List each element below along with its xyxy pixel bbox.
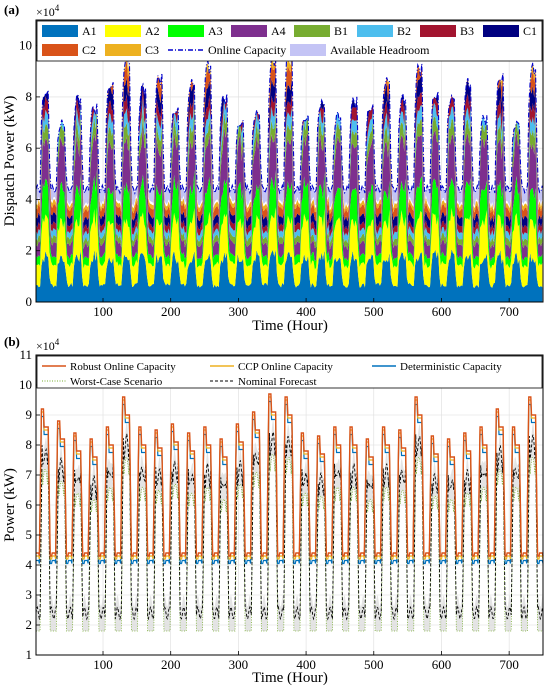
panel-a-y-tick-4: 8 <box>26 89 33 104</box>
panel-a-area-B2 <box>36 90 543 244</box>
panel-b-x-tick-6: 700 <box>499 657 519 672</box>
panel-b-robust-line <box>36 393 544 557</box>
panel-a-y-multiplier: ×104 <box>36 3 60 19</box>
panel-b-y-tick-8: 9 <box>26 407 33 422</box>
panel-a-legend-swatch-2 <box>168 25 204 37</box>
panel-a-legend-label-0: A1 <box>82 24 97 38</box>
panel-a-legend-label-3: A4 <box>271 24 286 38</box>
panel-a-legend-swatch-3 <box>231 25 267 37</box>
panel-a-legend-label-11: Available Headroom <box>330 43 430 57</box>
panel-a-legend-label-10: Online Capacity <box>208 43 286 57</box>
panel-a-legend-label-7: C1 <box>523 24 537 38</box>
panel-a-x-tick-3: 400 <box>296 304 316 319</box>
panel-b-legend-label-4: Nominal Forecast <box>238 376 317 388</box>
panel-b-x-tick-0: 100 <box>93 657 113 672</box>
panel-a-legend-swatch-7 <box>483 25 519 37</box>
panel-b-y-label: Power (kW) <box>2 468 18 542</box>
panel-b-x-tick-2: 300 <box>229 657 249 672</box>
panel-b-x-tick-5: 600 <box>432 657 452 672</box>
panel-b-y-tick-1: 2 <box>26 617 33 632</box>
panel-a-x-ticks: 100 200 300 400 500 600 700 <box>93 298 519 319</box>
panel-b-ccp-line <box>36 396 544 560</box>
panel-a-y-tick-5: 10 <box>19 38 32 53</box>
panel-a-legend-label-6: B3 <box>460 24 474 38</box>
panel-b-x-tick-4: 500 <box>364 657 384 672</box>
panel-b-y-tick-2: 3 <box>26 587 33 602</box>
panel-b-y-tick-10: 11 <box>19 347 32 362</box>
panel-a-y-ticks: 0 2 4 6 8 10 <box>19 38 40 309</box>
panel-a-x-tick-1: 200 <box>161 304 181 319</box>
panel-a-legend-swatch-1 <box>105 25 141 37</box>
panel-a-stacked-areas <box>36 45 543 302</box>
panel-a-area-A2 <box>36 207 543 288</box>
panel-b-y-tick-3: 4 <box>26 557 33 572</box>
panel-a-x-tick-6: 700 <box>499 304 519 319</box>
panel-b-nominal-forecast-line <box>35 430 544 621</box>
panel-a-area-C2 <box>36 58 543 224</box>
panel-b-legend-label-2: Deterministic Capacity <box>400 361 502 373</box>
panel-a-axes-box <box>35 19 544 303</box>
panel-a-area-A1 <box>36 248 543 302</box>
panel-b-y-ticks: 1 2 3 4 5 6 7 8 9 10 11 <box>19 347 40 662</box>
panel-b-y-tick-4: 5 <box>26 527 33 542</box>
panel-b-legend-box <box>36 355 543 389</box>
panel-a-legend-label-2: A3 <box>208 24 223 38</box>
panel-b-label: (b) <box>4 334 20 349</box>
panel-a-legend-swatch-11 <box>290 44 326 56</box>
panel-a-legend-swatch-5 <box>357 25 393 37</box>
panel-b-x-tick-1: 200 <box>161 657 181 672</box>
panel-b-y-tick-9: 10 <box>19 377 32 392</box>
panel-a-y-tick-0: 0 <box>26 294 33 309</box>
panel-a-y-tick-3: 6 <box>26 140 33 155</box>
panel-b-y-tick-0: 1 <box>26 647 33 662</box>
panel-a-legend-label-8: C2 <box>82 43 96 57</box>
panel-a-area-A4 <box>36 119 543 262</box>
panel-a: (a) ×104 100 200 300 400 500 600 700 0 2 4 6 8 10 T… <box>2 2 544 334</box>
panel-b-legend: Robust Online Capacity CCP Online Capacit… <box>36 355 543 389</box>
panel-a-y-label: Dispatch Power (kW) <box>2 96 18 227</box>
panel-a-legend-swatch-0 <box>42 25 78 37</box>
panel-a-legend-swatch-4 <box>294 25 330 37</box>
panel-b-x-ticks: 100 200 300 400 500 600 700 <box>93 651 519 672</box>
panel-b-deterministic-line <box>36 400 544 565</box>
panel-a-x-tick-0: 100 <box>93 304 113 319</box>
panel-b-y-tick-5: 6 <box>26 497 33 512</box>
panel-a-legend-label-1: A2 <box>145 24 160 38</box>
panel-a-legend-label-4: B1 <box>334 24 348 38</box>
panel-a-y-tick-1: 2 <box>26 243 33 258</box>
panel-a-legend-label-9: C3 <box>145 43 159 57</box>
panel-b-legend-label-1: CCP Online Capacity <box>238 361 333 373</box>
panel-a-headroom-area <box>36 45 543 209</box>
panel-a-legend-swatch-6 <box>420 25 456 37</box>
panel-a-x-tick-2: 300 <box>229 304 249 319</box>
panel-b-legend-label-3: Worst-Case Scenario <box>70 376 163 388</box>
panel-a-area-B1 <box>36 103 543 251</box>
panel-a-area-B3 <box>36 84 543 238</box>
panel-a-legend: A1 A2 A3 A4 B1 B2 B3 C1 C2 C3 Online Capacity Avail… <box>36 20 543 62</box>
panel-a-x-label: Time (Hour) <box>252 318 328 334</box>
panel-b-y-tick-7: 8 <box>26 437 33 452</box>
panel-a-legend-label-5: B2 <box>397 24 411 38</box>
panel-a-x-tick-4: 500 <box>364 304 384 319</box>
panel-a-area-A3 <box>36 169 543 270</box>
panel-b-scenario-band <box>36 419 543 631</box>
panel-b-legend-label-0: Robust Online Capacity <box>70 361 176 373</box>
panel-a-area-C1 <box>36 72 543 233</box>
panel-b: (b) ×104 100 200 300 400 500 600 700 1 2 3 4 5 6 7 8 9… <box>2 334 544 686</box>
panel-b-y-multiplier: ×104 <box>36 337 60 353</box>
panel-a-x-tick-5: 600 <box>432 304 452 319</box>
panel-a-label: (a) <box>4 2 19 17</box>
panel-a-legend-swatch-9 <box>105 44 141 56</box>
panel-b-x-label: Time (Hour) <box>252 670 328 686</box>
panel-a-y-tick-2: 4 <box>26 191 33 206</box>
panel-b-lines <box>35 393 544 632</box>
panel-b-x-tick-3: 400 <box>296 657 316 672</box>
panel-a-legend-swatch-8 <box>42 44 78 56</box>
panel-b-y-tick-6: 7 <box>26 467 33 482</box>
